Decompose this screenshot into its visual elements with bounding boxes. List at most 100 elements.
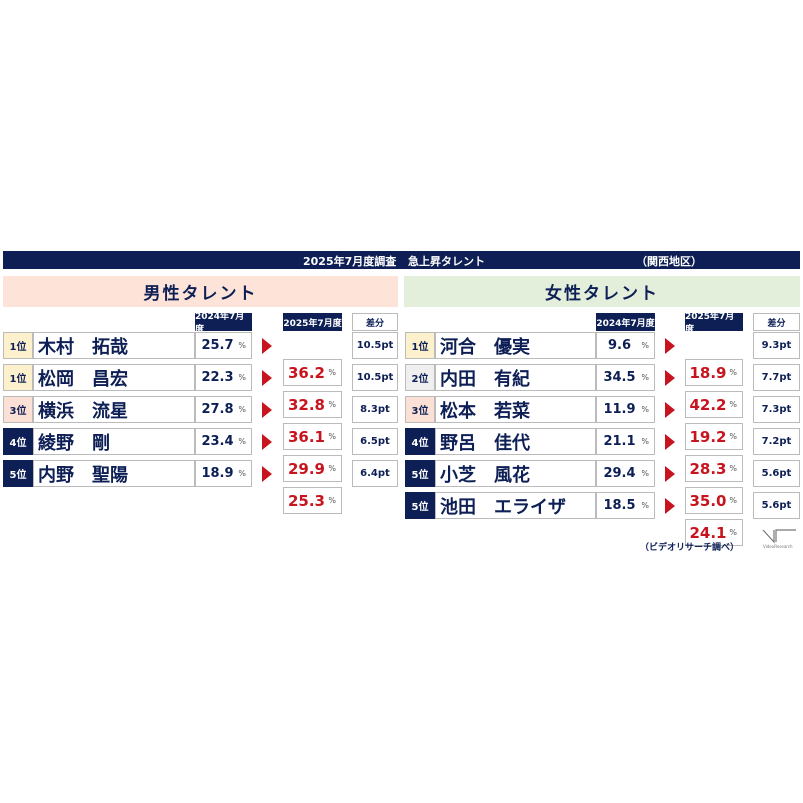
score-value: 27.8: [201, 402, 234, 417]
percent-unit: %: [641, 405, 649, 414]
percent-unit: %: [729, 432, 737, 441]
score-2025: 42.2%: [685, 391, 743, 418]
score-value: 24.1: [689, 523, 727, 542]
increase-arrow-icon: [665, 338, 675, 354]
column-header-diff: 差分: [753, 313, 800, 331]
increase-arrow-icon: [262, 402, 272, 418]
rank-badge: 5位: [405, 460, 435, 487]
talent-name: 池田 エライザ: [435, 492, 596, 519]
talent-name: 松本 若菜: [435, 396, 596, 423]
score-value: 29.4: [603, 466, 636, 481]
percent-unit: %: [328, 400, 336, 409]
percent-unit: %: [729, 464, 737, 473]
score-2025: 29.9%: [283, 455, 342, 482]
increase-arrow-icon: [665, 498, 675, 514]
talent-name: 横浜 流星: [33, 396, 195, 423]
percent-unit: %: [729, 496, 737, 505]
score-diff: 6.4pt: [352, 460, 398, 487]
score-2024: 11.9%: [596, 396, 655, 423]
rank-badge: 5位: [405, 492, 435, 519]
percent-unit: %: [238, 341, 246, 350]
percent-unit: %: [641, 501, 649, 510]
score-2024: 23.4%: [195, 428, 252, 455]
increase-arrow-icon: [262, 370, 272, 386]
score-value: 36.2: [287, 363, 325, 382]
score-value: 34.5: [603, 370, 636, 385]
score-diff: 8.3pt: [352, 396, 398, 423]
column-header-2024: 2024年7月度: [195, 312, 252, 335]
score-2024: 18.5%: [596, 492, 655, 519]
svg-text:VideoResearch: VideoResearch: [763, 544, 793, 549]
score-diff: 10.5pt: [352, 332, 398, 359]
column-header-2025: 2025年7月度: [283, 313, 342, 331]
score-2024: 29.4%: [596, 460, 655, 487]
column-header-2025: 2025年7月度: [685, 312, 743, 335]
score-value: 35.0: [689, 491, 727, 510]
increase-arrow-icon: [665, 466, 675, 482]
score-2024: 27.8%: [195, 396, 252, 423]
score-2025: 36.2%: [283, 359, 342, 386]
score-value: 25.7: [201, 338, 234, 353]
talent-name: 小芝 風花: [435, 460, 596, 487]
score-2024: 9.6%: [596, 332, 655, 359]
increase-arrow-icon: [262, 434, 272, 450]
score-value: 19.2: [689, 427, 727, 446]
percent-unit: %: [729, 400, 737, 409]
score-2024: 18.9%: [195, 460, 252, 487]
percent-unit: %: [328, 496, 336, 505]
score-value: 21.1: [603, 434, 636, 449]
talent-name: 木村 拓哉: [33, 332, 195, 359]
rank-badge: 5位: [3, 460, 33, 487]
score-diff: 10.5pt: [352, 364, 398, 391]
score-2025: 32.8%: [283, 391, 342, 418]
percent-unit: %: [238, 437, 246, 446]
score-2024: 21.1%: [596, 428, 655, 455]
score-value: 18.5: [603, 498, 636, 513]
score-2025: 36.1%: [283, 423, 342, 450]
score-diff: 7.3pt: [753, 396, 800, 423]
rank-badge: 3位: [405, 396, 435, 423]
percent-unit: %: [729, 528, 737, 537]
percent-unit: %: [238, 373, 246, 382]
score-value: 25.3: [287, 491, 325, 510]
score-value: 29.9: [287, 459, 325, 478]
score-2025: 25.3%: [283, 487, 342, 514]
score-2024: 22.3%: [195, 364, 252, 391]
percent-unit: %: [328, 368, 336, 377]
score-2024: 34.5%: [596, 364, 655, 391]
talent-name: 松岡 昌宏: [33, 364, 195, 391]
percent-unit: %: [328, 464, 336, 473]
column-header-diff: 差分: [352, 313, 398, 331]
percent-unit: %: [641, 341, 649, 350]
rank-badge: 4位: [405, 428, 435, 455]
rank-badge: 4位: [3, 428, 33, 455]
column-header-2024: 2024年7月度: [596, 313, 655, 331]
score-2025: 28.3%: [685, 455, 743, 482]
score-2024: 25.7%: [195, 332, 252, 359]
percent-unit: %: [641, 373, 649, 382]
score-value: 18.9: [689, 363, 727, 382]
rank-badge: 3位: [3, 396, 33, 423]
title-bar: 2025年7月度調査 急上昇タレント （関西地区）: [3, 251, 800, 269]
score-value: 22.3: [201, 370, 234, 385]
talent-name: 野呂 佳代: [435, 428, 596, 455]
percent-unit: %: [328, 432, 336, 441]
score-diff: 5.6pt: [753, 492, 800, 519]
percent-unit: %: [641, 437, 649, 446]
rank-badge: 1位: [3, 364, 33, 391]
score-value: 11.9: [603, 402, 636, 417]
rank-badge: 2位: [405, 364, 435, 391]
percent-unit: %: [641, 469, 649, 478]
score-2025: 19.2%: [685, 423, 743, 450]
percent-unit: %: [238, 405, 246, 414]
score-2025: 18.9%: [685, 359, 743, 386]
talent-name: 綾野 剛: [33, 428, 195, 455]
score-diff: 7.2pt: [753, 428, 800, 455]
male-section-title: 男性タレント: [3, 276, 398, 307]
rank-badge: 1位: [3, 332, 33, 359]
talent-name: 内野 聖陽: [33, 460, 195, 487]
increase-arrow-icon: [262, 338, 272, 354]
page-title: 急上昇タレント: [408, 255, 485, 268]
score-diff: 9.3pt: [753, 332, 800, 359]
region-label: （関西地区）: [636, 255, 702, 268]
